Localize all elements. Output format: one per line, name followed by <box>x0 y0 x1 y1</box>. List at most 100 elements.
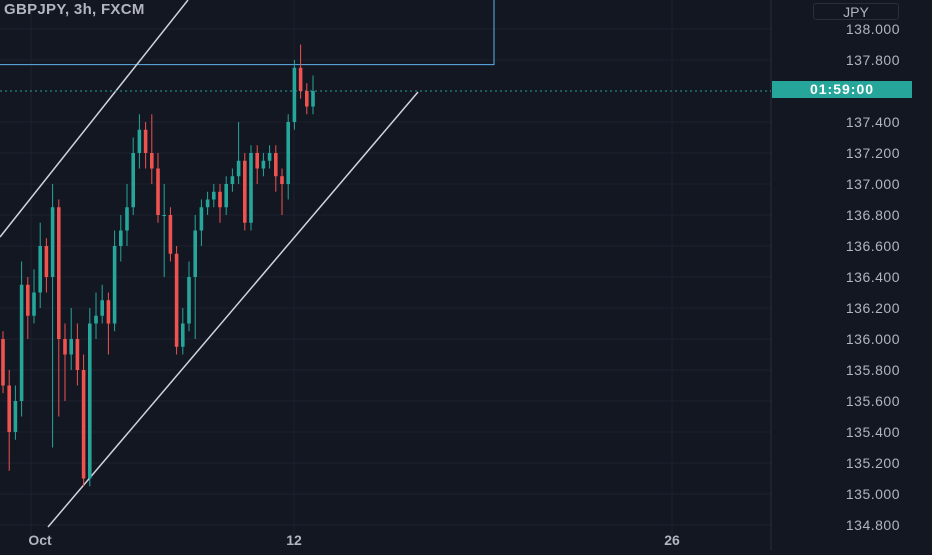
price-tick-label: 136.600 <box>846 238 900 254</box>
candle <box>81 354 86 487</box>
candle <box>187 261 191 332</box>
candle-body <box>75 339 80 370</box>
channel-lower-line <box>47 91 419 528</box>
price-tick-label: 135.200 <box>846 455 900 471</box>
candle-body <box>236 160 241 177</box>
candle <box>26 277 30 339</box>
candle-body <box>205 199 210 208</box>
candle-body <box>38 246 42 293</box>
price-tick-label: 135.000 <box>846 486 900 502</box>
candle <box>174 246 179 355</box>
countdown-badge: 01:59:00 <box>772 81 912 98</box>
candle-body <box>125 207 129 231</box>
price-tick-label: 136.400 <box>846 269 900 285</box>
candle-body <box>199 207 204 231</box>
time-tick-label: 26 <box>664 532 680 548</box>
candle-body <box>143 129 148 153</box>
candle-body <box>286 122 290 184</box>
candle <box>249 145 253 231</box>
price-tick-label: 136.000 <box>846 331 900 347</box>
price-tick-label: 134.800 <box>846 517 900 533</box>
candle <box>193 215 197 339</box>
candle-body <box>181 323 185 347</box>
candle <box>261 153 266 177</box>
price-tick-label: 137.200 <box>846 145 900 161</box>
candle-body <box>249 153 253 223</box>
candle-body <box>311 91 315 107</box>
candle <box>255 145 259 184</box>
candle <box>88 308 92 487</box>
candle <box>292 60 297 130</box>
candle <box>44 238 49 293</box>
candle-body <box>261 160 266 169</box>
candle <box>63 323 67 401</box>
candle-body <box>1 339 5 386</box>
candle-body <box>174 253 179 347</box>
candle <box>274 145 278 192</box>
candle <box>280 168 284 215</box>
candle <box>150 114 154 184</box>
candle <box>112 230 117 332</box>
candle <box>19 261 24 417</box>
candle-body <box>224 184 228 208</box>
price-tick-label: 136.800 <box>846 207 900 223</box>
candle-body <box>63 339 67 355</box>
candle-body <box>13 401 18 432</box>
candle <box>156 153 160 223</box>
candle-body <box>187 277 191 324</box>
candle <box>267 145 272 169</box>
candle-body <box>69 339 73 355</box>
price-tick-label: 135.400 <box>846 424 900 440</box>
channel-upper-line <box>0 0 189 238</box>
candle-body <box>193 230 197 277</box>
candle-body <box>162 215 166 216</box>
candle <box>119 215 123 262</box>
candle <box>286 114 290 200</box>
candle <box>168 207 173 262</box>
candle <box>137 114 142 169</box>
grid <box>0 0 772 550</box>
candle <box>69 308 73 370</box>
candle <box>57 199 61 417</box>
candle <box>106 292 111 355</box>
candle-body <box>168 215 173 254</box>
candle-body <box>88 323 92 479</box>
drawings <box>0 0 771 528</box>
price-tick-label: 135.800 <box>846 362 900 378</box>
candle-body <box>32 292 36 316</box>
candle-body <box>230 176 235 184</box>
candle-body <box>280 176 284 184</box>
symbol-title[interactable]: GBPJPY, 3h, FXCM <box>4 1 145 18</box>
candle-body <box>150 153 154 169</box>
candle-body <box>137 129 142 153</box>
candle-body <box>19 284 24 401</box>
candle-body <box>81 370 86 479</box>
time-tick-label: 12 <box>286 532 302 548</box>
candle-body <box>119 230 123 246</box>
candle-body <box>298 67 303 91</box>
candle <box>1 331 5 394</box>
candle <box>13 385 18 440</box>
candle-body <box>212 191 216 200</box>
candle-body <box>44 246 49 277</box>
candle <box>75 323 80 386</box>
time-axis: Oct 12 26 <box>28 532 680 548</box>
price-axis: 138.000 137.800 137.400 137.200 137.000 136.8… <box>846 21 900 533</box>
candle <box>298 44 303 99</box>
candle <box>125 184 129 246</box>
candle-body <box>267 153 272 161</box>
candle-body <box>94 315 98 324</box>
candle-body <box>274 153 278 177</box>
candle <box>181 308 185 355</box>
candle <box>224 176 228 215</box>
candle-body <box>26 284 30 316</box>
candle-body <box>7 385 11 432</box>
candle <box>94 292 98 339</box>
candle <box>50 184 55 448</box>
currency-button[interactable]: JPY <box>813 3 899 20</box>
candle <box>205 191 210 215</box>
candle-body <box>50 207 55 277</box>
candle <box>100 284 104 324</box>
candle-body <box>106 300 111 324</box>
candle-body <box>112 246 117 324</box>
